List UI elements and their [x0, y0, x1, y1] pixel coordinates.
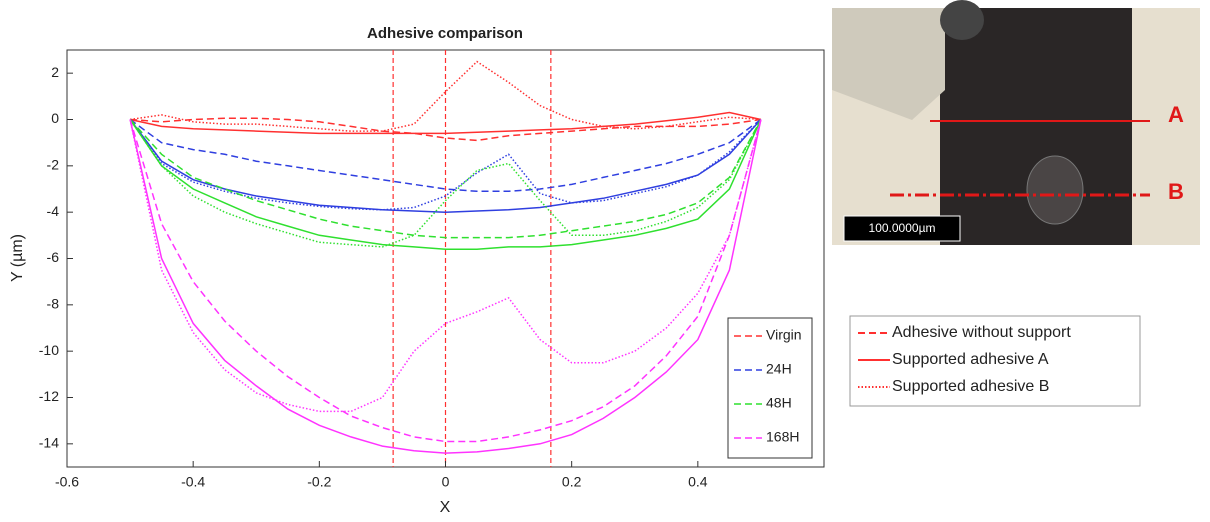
curve — [129, 119, 762, 454]
plot — [129, 50, 762, 467]
x-tick-label: -0.4 — [181, 474, 205, 490]
curve — [129, 118, 762, 211]
curve — [129, 119, 762, 248]
curve — [129, 119, 762, 250]
curve — [129, 60, 761, 132]
scale-bar-label: 100.0000µm — [869, 221, 936, 235]
curve — [129, 119, 762, 413]
label-a: A — [1168, 102, 1184, 127]
style-label: Supported adhesive A — [892, 351, 1049, 368]
scale-bar-box — [843, 215, 961, 242]
curve — [129, 118, 762, 213]
y-tick-label: 0 — [51, 110, 59, 126]
x-tick-label: 0.2 — [562, 474, 582, 490]
x-axis-label: X — [440, 499, 451, 516]
y-tick-label: -8 — [47, 296, 60, 312]
chart-title: Adhesive comparison — [367, 25, 523, 42]
x-tick-label: 0 — [442, 474, 450, 490]
legend — [727, 317, 813, 459]
x-tick-label: -0.2 — [307, 474, 331, 490]
y-tick-label: 2 — [51, 64, 59, 80]
x-tick-label: 0.4 — [688, 474, 708, 490]
micrograph: A B 100.0000µm — [832, 0, 1200, 245]
style-legend — [849, 315, 1141, 407]
curve — [129, 111, 762, 135]
y-tick-label: -2 — [47, 157, 60, 173]
y-tick-label: -14 — [39, 435, 59, 451]
legend-label: 24H — [766, 361, 792, 377]
substrate-chip — [832, 8, 945, 120]
y-tick-label: -6 — [47, 249, 60, 265]
y-tick-label: -10 — [39, 342, 59, 358]
curve — [129, 118, 762, 239]
x-tick-label: -0.6 — [55, 474, 79, 490]
style-label: Supported adhesive B — [892, 378, 1049, 395]
y-tick-label: -4 — [47, 203, 60, 219]
legend-label: 168H — [766, 429, 799, 445]
void — [940, 0, 984, 40]
style-label: Adhesive without support — [892, 324, 1071, 341]
curve — [130, 117, 762, 142]
label-b: B — [1168, 179, 1184, 204]
y-tick-label: -12 — [39, 388, 59, 404]
curve — [129, 118, 762, 193]
void — [1026, 155, 1084, 225]
legend-label: Virgin — [766, 327, 802, 343]
legend-label: 48H — [766, 395, 792, 411]
curve — [129, 119, 762, 443]
y-axis-label: Y (µm) — [9, 234, 26, 282]
